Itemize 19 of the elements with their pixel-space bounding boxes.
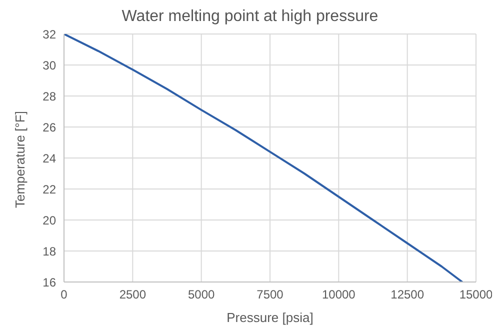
y-axis-title: Temperature [°F] [12, 111, 28, 208]
y-tick-label: 18 [42, 244, 56, 258]
x-tick-label: 5000 [188, 288, 216, 302]
x-tick-label: 2500 [119, 288, 146, 302]
y-tick-label: 20 [42, 213, 56, 228]
x-tick-label: 7500 [256, 288, 284, 302]
x-axis-title: Pressure [psia] [226, 310, 314, 325]
y-tick-label: 26 [42, 120, 56, 134]
chart-title: Water melting point at high pressure [120, 8, 380, 26]
y-tick-label: 24 [42, 151, 56, 166]
y-tick-label: 16 [42, 275, 56, 290]
y-tick-label: 22 [42, 182, 56, 196]
y-tick-label: 30 [42, 58, 56, 72]
x-tick-label: 12500 [390, 288, 424, 302]
y-tick-label: 32 [42, 27, 56, 42]
x-tick-label: 0 [60, 288, 68, 302]
y-tick-label: 28 [42, 89, 56, 104]
x-tick-label: 10000 [322, 288, 356, 302]
x-tick-label: 15000 [459, 288, 494, 302]
